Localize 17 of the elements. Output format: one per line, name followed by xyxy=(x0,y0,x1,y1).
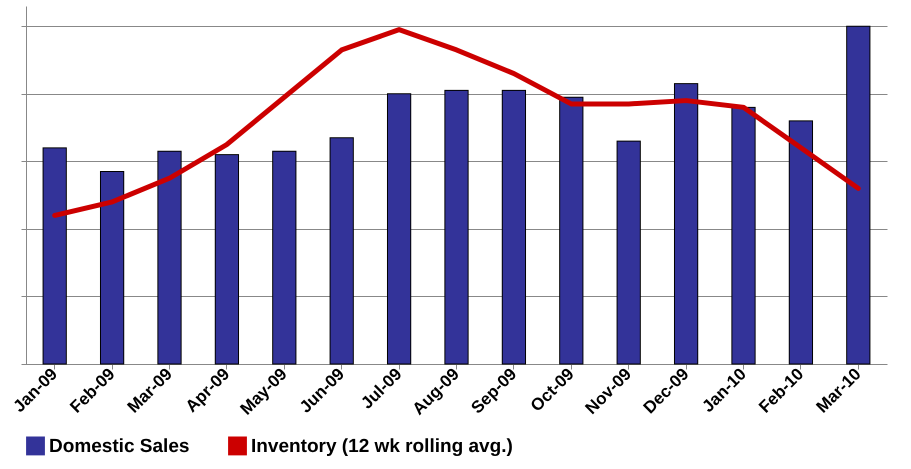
bar xyxy=(502,90,526,364)
bar xyxy=(846,26,870,364)
legend-label: Domestic Sales xyxy=(49,436,190,457)
bar xyxy=(674,83,698,364)
legend-label: Inventory (12 wk rolling avg.) xyxy=(251,436,513,457)
bar xyxy=(386,93,412,364)
bar xyxy=(788,120,814,364)
bar xyxy=(559,96,584,364)
bar xyxy=(330,137,354,364)
bar xyxy=(444,90,469,364)
bar xyxy=(100,170,124,364)
bar xyxy=(214,154,240,364)
bar xyxy=(157,150,182,364)
bar xyxy=(272,150,296,364)
bar xyxy=(731,106,756,364)
bar xyxy=(616,140,641,364)
bar xyxy=(42,147,67,364)
